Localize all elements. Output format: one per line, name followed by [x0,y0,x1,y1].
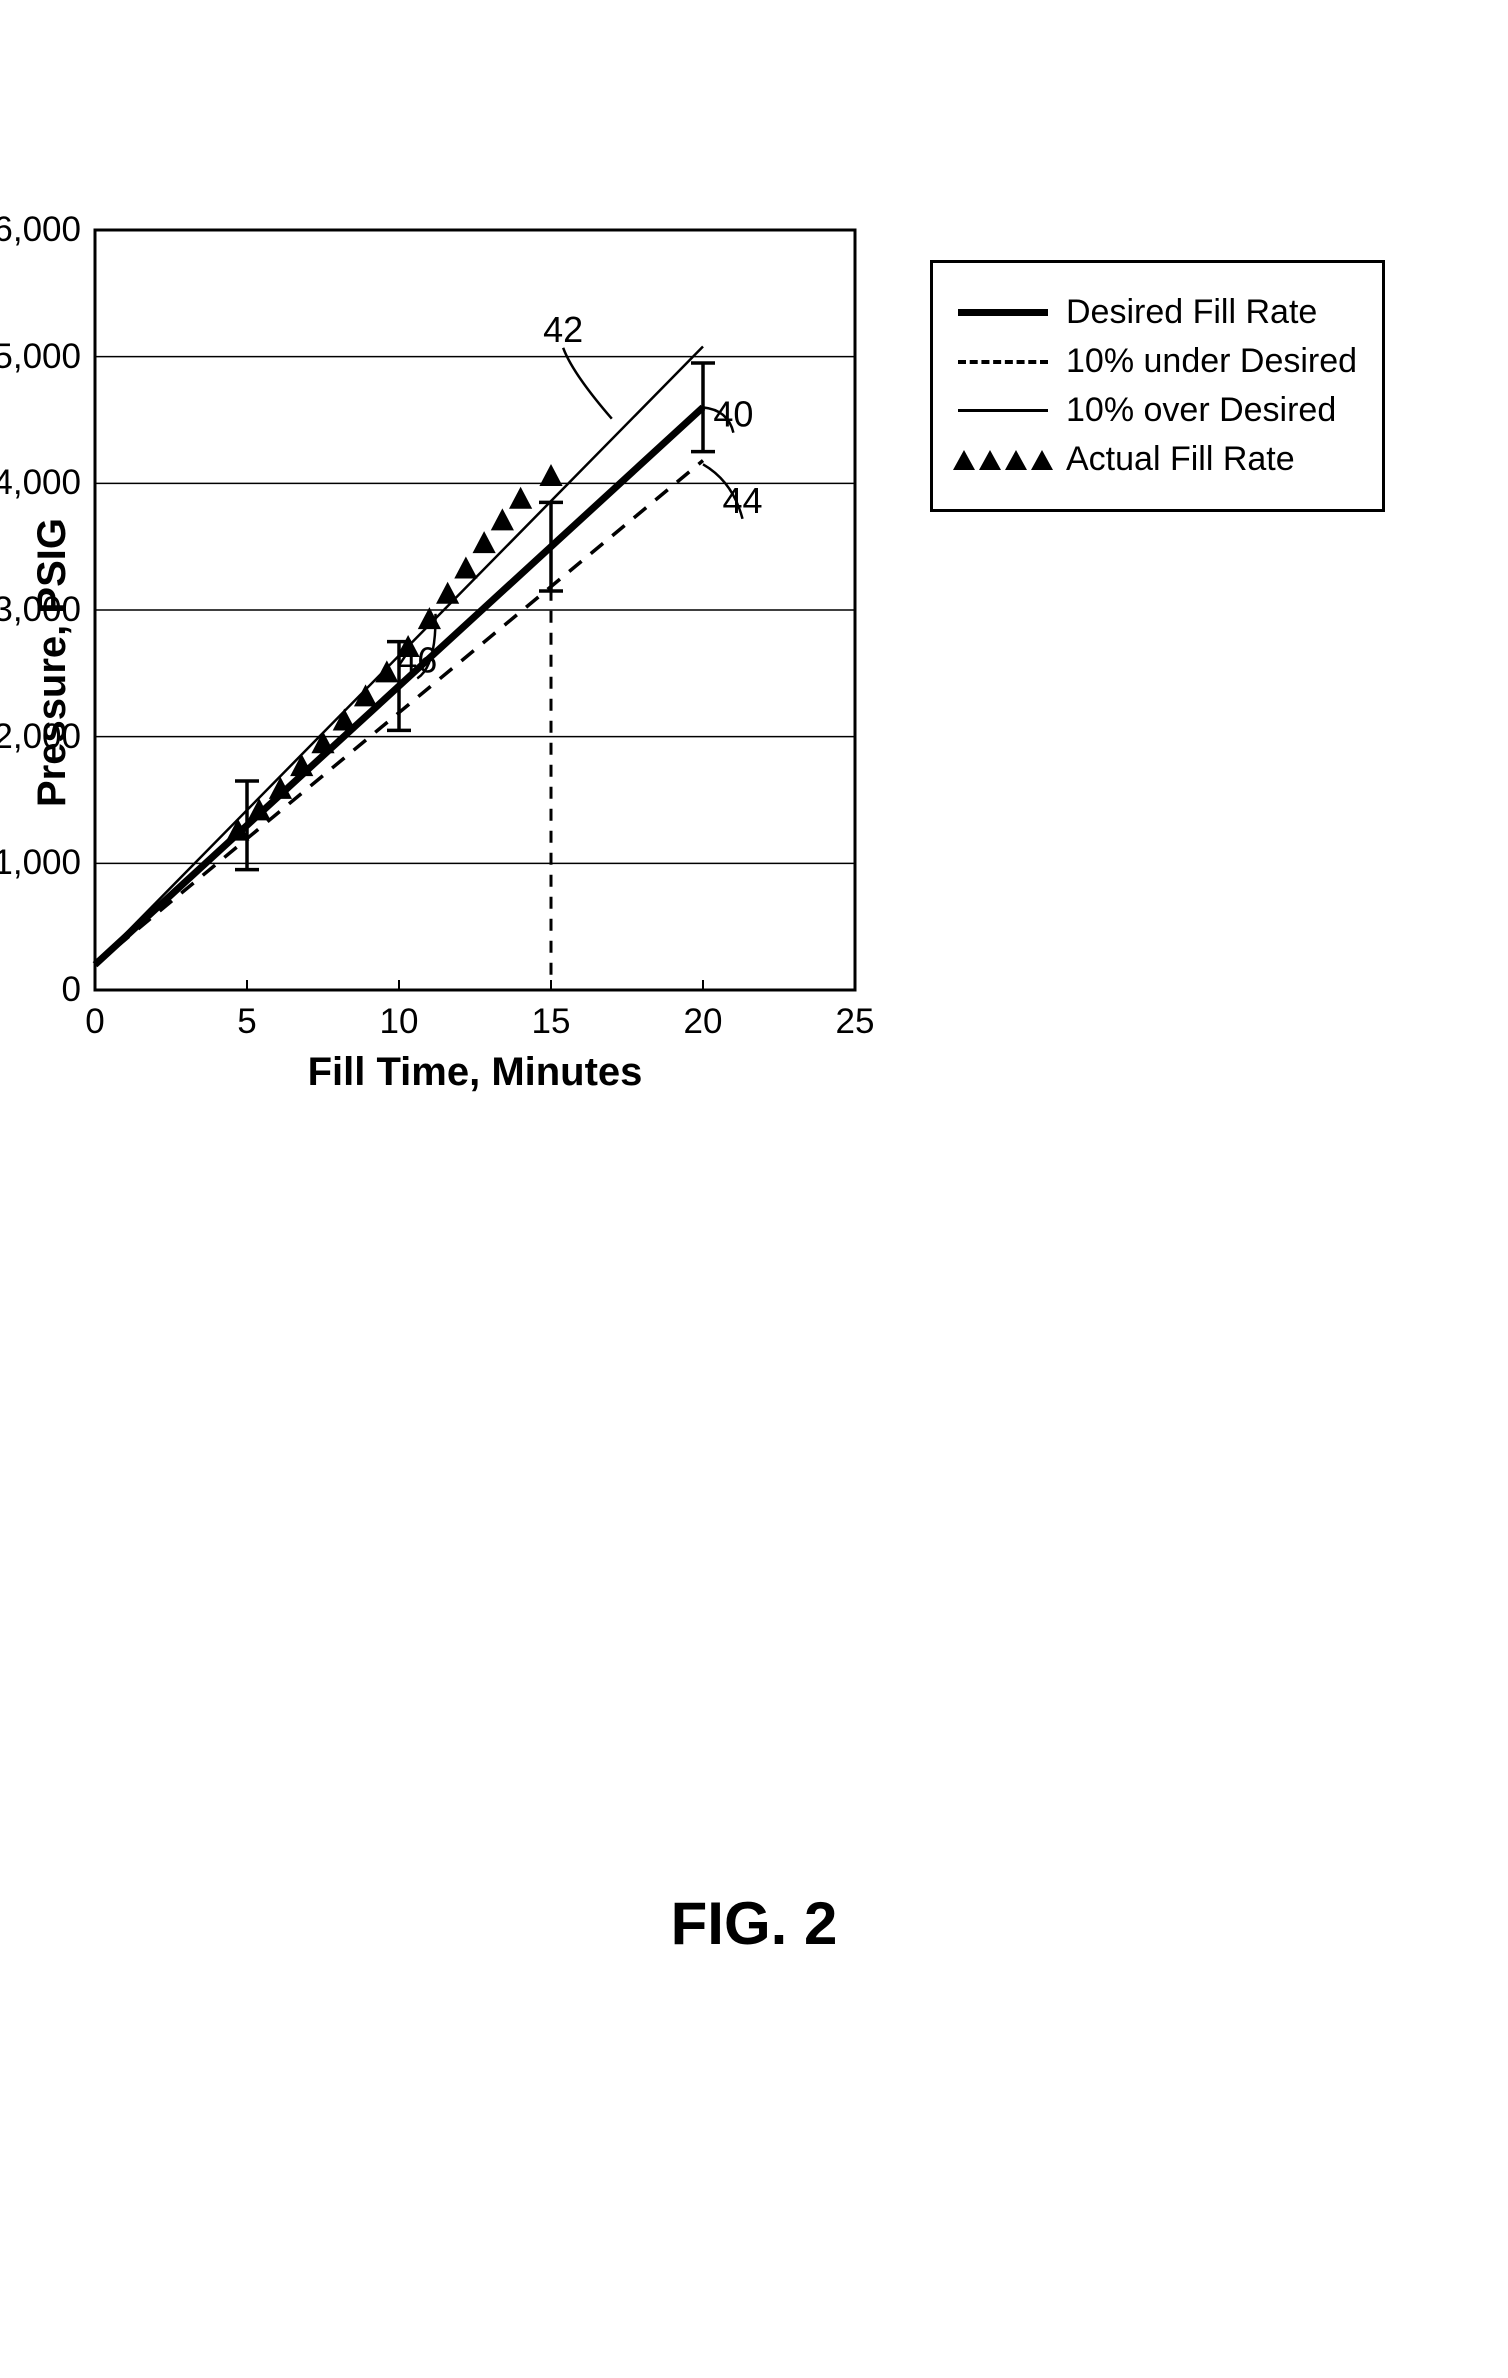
figure-caption: FIG. 2 [671,1889,838,1958]
legend-label: Actual Fill Rate [1066,440,1295,479]
legend-item-under: 10% under Desired [958,342,1357,381]
x-tick-label: 20 [684,1002,723,1042]
y-tick-label: 4,000 [0,463,81,503]
svg-text:44: 44 [722,480,762,521]
y-tick-label: 0 [62,970,81,1010]
legend-swatch-thick-line [958,309,1048,316]
x-tick-label: 15 [532,1002,571,1042]
x-tick-label: 5 [237,1002,256,1042]
chart-column: 4042444601,0002,0003,0004,0005,0006,0000… [95,230,855,1095]
svg-text:46: 46 [397,639,437,680]
content-row: Pressure, PSIG 4042444601,0002,0003,0004… [30,230,1478,1095]
svg-text:42: 42 [543,309,583,350]
y-axis-label: Pressure, PSIG [30,518,75,807]
legend: Desired Fill Rate 10% under Desired 10% … [930,260,1385,512]
legend-item-actual: Actual Fill Rate [958,440,1357,479]
y-tick-label: 2,000 [0,717,81,757]
x-tick-label: 0 [85,1002,104,1042]
chart-area: Pressure, PSIG 4042444601,0002,0003,0004… [30,230,900,1095]
svg-text:40: 40 [713,394,753,435]
x-axis-label: Fill Time, Minutes [308,1050,643,1095]
y-tick-label: 3,000 [0,590,81,630]
legend-item-over: 10% over Desired [958,391,1357,430]
chart-plot: 4042444601,0002,0003,0004,0005,0006,0000… [95,230,855,990]
legend-label: Desired Fill Rate [1066,293,1317,332]
y-tick-label: 5,000 [0,337,81,377]
legend-swatch-thin-line [958,409,1048,412]
legend-swatch-triangle-markers [958,445,1048,475]
legend-swatch-dashed-line [958,360,1048,364]
x-tick-label: 25 [836,1002,875,1042]
legend-label: 10% under Desired [1066,342,1357,381]
x-tick-label: 10 [380,1002,419,1042]
legend-label: 10% over Desired [1066,391,1336,430]
page: Pressure, PSIG 4042444601,0002,0003,0004… [30,230,1478,2378]
y-tick-label: 6,000 [0,210,81,250]
legend-item-desired: Desired Fill Rate [958,293,1357,332]
y-tick-label: 1,000 [0,843,81,883]
